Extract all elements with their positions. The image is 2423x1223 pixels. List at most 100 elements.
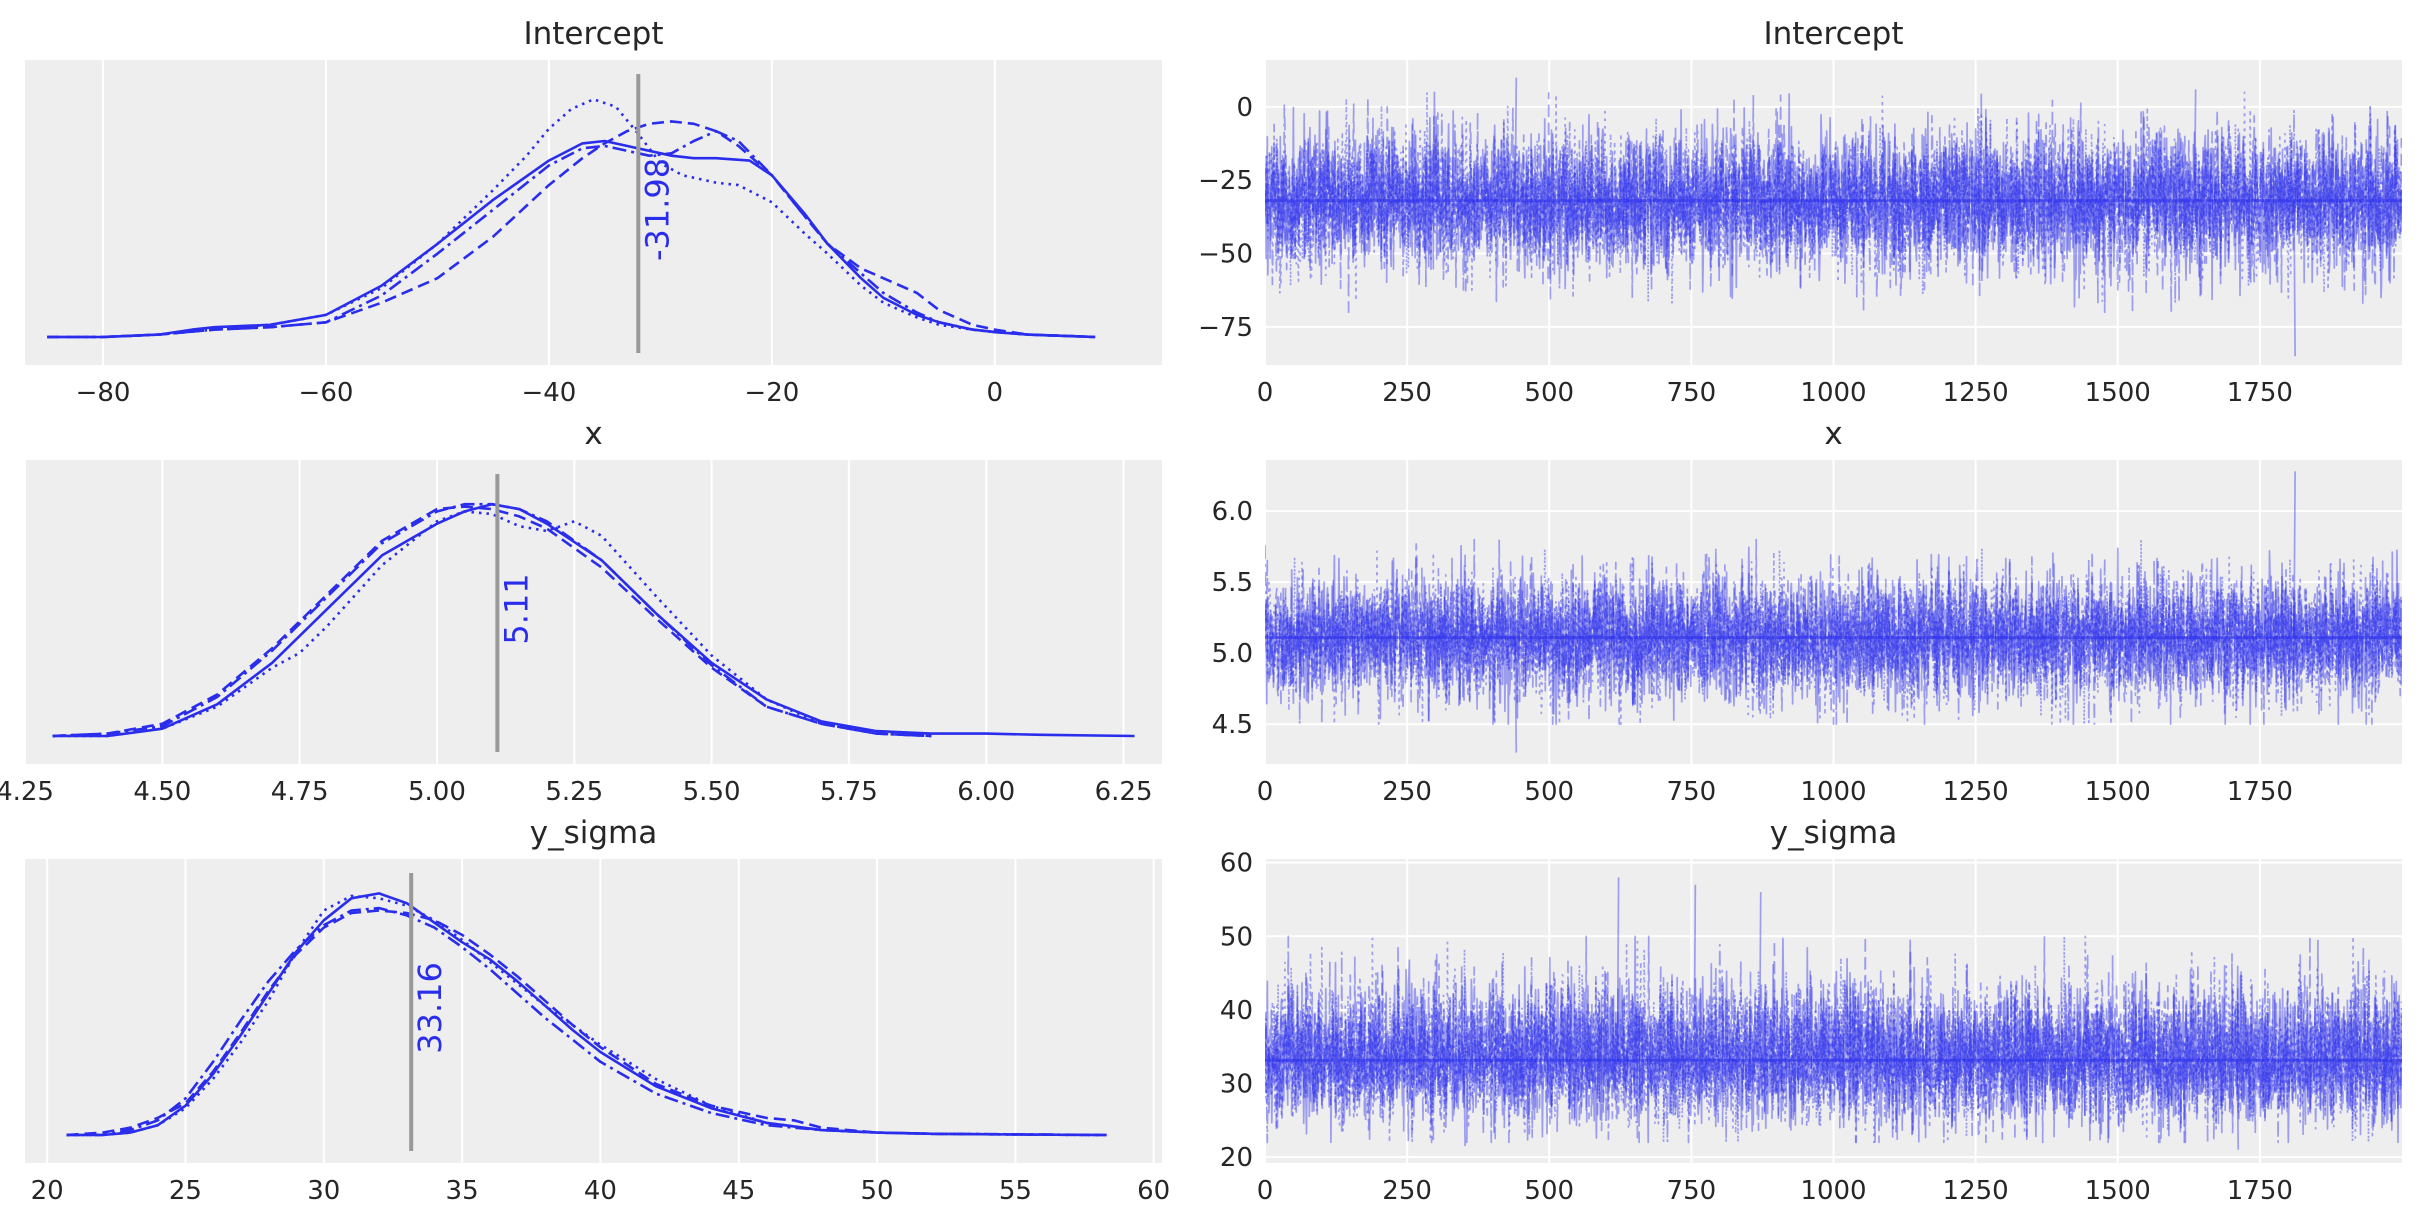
subplot-title: y_sigma <box>1770 815 1897 851</box>
y-tick-label: −25 <box>1198 166 1253 196</box>
y-tick-label: 40 <box>1220 996 1253 1026</box>
reference-value-label: 33.16 <box>411 962 449 1054</box>
x-tick-label: 500 <box>1524 1176 1574 1206</box>
trace-line-chain-0 <box>1265 91 2402 308</box>
x-tick-label: 5.50 <box>683 777 741 807</box>
subplot-trace-2: x 0 250 500 750 1000 1250 1500 1750 4.5 5.0 5.5 6.0 <box>1212 416 2402 807</box>
x-tick-label: 250 <box>1382 1176 1432 1206</box>
x-tick-label: 5.25 <box>545 777 603 807</box>
x-tick-label: 0 <box>1257 378 1274 408</box>
x-tick-label: 6.00 <box>957 777 1015 807</box>
x-tick-label: 1750 <box>2227 777 2293 807</box>
subplot-title: Intercept <box>1763 16 1903 52</box>
density-curve-chain-3 <box>52 502 932 738</box>
y-tick-label: −75 <box>1198 313 1253 343</box>
trace-line-chain-3 <box>1265 538 2402 726</box>
y-tick-label: 6.0 <box>1212 497 1253 527</box>
axes-background <box>25 460 1162 764</box>
x-tick-label: −20 <box>744 378 799 408</box>
x-tick-label: 750 <box>1667 777 1717 807</box>
x-tick-label: 55 <box>999 1176 1032 1206</box>
trace-line-chain-1 <box>1265 935 2402 1144</box>
x-tick-label: 4.25 <box>0 777 54 807</box>
x-tick-label: 35 <box>446 1176 479 1206</box>
x-tick-label: 500 <box>1524 777 1574 807</box>
trace-line-chain-2 <box>1265 91 2402 305</box>
subplot-trace-3: y_sigma 0 250 500 750 1000 1250 1500 1750 20 30 40 5… <box>1220 815 2402 1206</box>
x-tick-label: 5.75 <box>820 777 878 807</box>
subplot-density-2: x 4.25 4.50 4.75 5.00 5.25 5.50 5.75 6.00 6.25 5.1… <box>0 416 1162 807</box>
x-tick-label: 20 <box>31 1176 64 1206</box>
trace-line-chain-3 <box>1265 91 2402 314</box>
x-tick-label: 500 <box>1524 378 1574 408</box>
x-tick-label: 1000 <box>1800 378 1866 408</box>
trace-line-chain-0 <box>1265 544 2402 726</box>
x-tick-label: 40 <box>584 1176 617 1206</box>
subplot-trace-1: Intercept 0 250 500 750 1000 1250 1500 1750 0 −25 −… <box>1198 16 2402 408</box>
x-tick-label: 25 <box>169 1176 202 1206</box>
trace-spike <box>1758 892 1762 1061</box>
subplot-density-1: Intercept −80 −60 −40 −20 0 -31.98 <box>25 16 1162 408</box>
density-curve-chain-1 <box>66 909 1099 1137</box>
trace-spike <box>2236 1060 2240 1150</box>
subplot-title: Intercept <box>523 16 663 52</box>
axes-background <box>25 859 1162 1163</box>
y-tick-label: 5.5 <box>1212 568 1253 598</box>
x-tick-label: 750 <box>1667 378 1717 408</box>
x-tick-label: 4.75 <box>271 777 329 807</box>
trace-spike <box>1514 637 1518 753</box>
y-tick-label: 5.0 <box>1212 639 1253 669</box>
x-tick-label: 1000 <box>1800 1176 1866 1206</box>
density-curve-chain-0 <box>66 892 1107 1137</box>
x-tick-label: 750 <box>1667 1176 1717 1206</box>
y-tick-label: 20 <box>1220 1143 1253 1173</box>
x-tick-label: 1750 <box>2227 378 2293 408</box>
x-tick-label: 50 <box>861 1176 894 1206</box>
y-tick-label: 0 <box>1236 93 1253 123</box>
trace-spike <box>2193 89 2197 201</box>
density-curve-chain-1 <box>52 505 932 738</box>
x-tick-label: −80 <box>76 378 131 408</box>
y-tick-label: 60 <box>1220 849 1253 879</box>
x-tick-label: 1250 <box>1943 1176 2009 1206</box>
trace-line-chain-2 <box>1265 538 2402 726</box>
x-tick-label: 30 <box>307 1176 340 1206</box>
density-curve-chain-3 <box>66 906 1107 1137</box>
x-tick-label: 1250 <box>1943 378 2009 408</box>
subplot-title: x <box>584 416 602 452</box>
subplot-title: y_sigma <box>530 815 657 851</box>
reference-value-label: -31.98 <box>638 158 676 261</box>
x-tick-label: 0 <box>987 378 1004 408</box>
trace-line-chain-1 <box>1265 92 2402 314</box>
trace-line-chain-3 <box>1265 935 2402 1144</box>
x-tick-label: 0 <box>1257 1176 1274 1206</box>
density-curve-chain-1 <box>47 120 1096 339</box>
trace-spike <box>1616 877 1620 1061</box>
reference-value-label: 5.11 <box>497 573 535 644</box>
subplot-density-3: y_sigma 20 25 30 35 40 45 50 55 60 33.16 <box>25 815 1170 1206</box>
y-tick-label: 50 <box>1220 922 1253 952</box>
x-tick-label: 6.25 <box>1095 777 1153 807</box>
x-tick-label: 4.50 <box>133 777 191 807</box>
subplot-title: x <box>1824 416 1842 452</box>
trace-line-chain-0 <box>1265 935 2402 1144</box>
x-tick-label: 250 <box>1382 378 1432 408</box>
y-tick-label: 30 <box>1220 1070 1253 1100</box>
x-tick-label: 0 <box>1257 777 1274 807</box>
y-tick-label: 4.5 <box>1212 710 1253 740</box>
trace-spike <box>2293 200 2296 357</box>
x-tick-label: 250 <box>1382 777 1432 807</box>
x-tick-label: 1750 <box>2227 1176 2293 1206</box>
density-curve-chain-2 <box>66 894 1099 1137</box>
x-tick-label: 1500 <box>2085 777 2151 807</box>
trace-spike <box>2293 471 2296 638</box>
axes-background <box>25 60 1162 365</box>
x-tick-label: −60 <box>299 378 354 408</box>
density-curve-chain-3 <box>47 129 1096 339</box>
x-tick-label: 45 <box>722 1176 755 1206</box>
trace-spike <box>1693 884 1697 1061</box>
x-tick-label: 1250 <box>1943 777 2009 807</box>
x-tick-label: 5.00 <box>408 777 466 807</box>
x-tick-label: 60 <box>1137 1176 1170 1206</box>
